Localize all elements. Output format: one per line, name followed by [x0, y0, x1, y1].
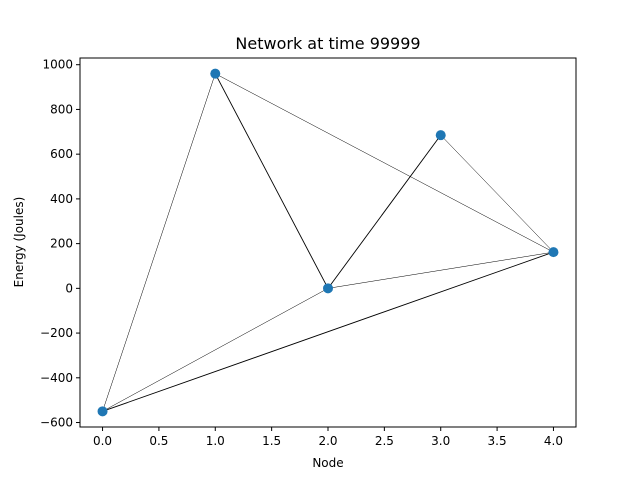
edge-1-2	[214, 73, 329, 289]
nodes-layer	[97, 68, 559, 417]
edge-0-2	[102, 288, 329, 412]
edge-3-4	[440, 134, 554, 253]
x-tick-label: 2.0	[318, 434, 337, 448]
x-tick-label: 3.0	[431, 434, 450, 448]
edge-1-4	[215, 73, 554, 253]
x-tick-label: 4.0	[544, 434, 563, 448]
y-tick-label: −400	[40, 371, 73, 385]
x-tick-label: 0.5	[149, 434, 168, 448]
edges-layer	[102, 73, 554, 412]
y-axis-ticks: −600 −400 −200 0 200 400 600 800 1000	[40, 58, 80, 430]
edge-0-4	[102, 251, 554, 412]
x-axis-ticks: 0.0 0.5 1.0 1.5 2.0 2.5 3.0 3.5 4.0	[93, 427, 563, 448]
node-point-2	[323, 283, 333, 294]
y-axis-label: Energy (Joules)	[12, 197, 26, 288]
x-axis-label: Node	[312, 456, 343, 470]
y-tick-label: 1000	[42, 58, 73, 72]
edge-2-4	[327, 251, 554, 289]
y-tick-label: −600	[40, 416, 73, 430]
y-tick-label: 600	[50, 147, 73, 161]
y-tick-label: 400	[50, 192, 73, 206]
edge-0-1	[102, 73, 216, 412]
edge-2-3	[327, 134, 442, 289]
x-tick-label: 2.5	[375, 434, 394, 448]
chart-title: Network at time 99999	[235, 34, 420, 53]
y-tick-label: −200	[40, 326, 73, 340]
y-tick-label: 200	[50, 237, 73, 251]
x-tick-label: 0.0	[93, 434, 112, 448]
x-tick-label: 3.5	[488, 434, 507, 448]
x-tick-label: 1.0	[206, 434, 225, 448]
node-point-4	[548, 247, 559, 258]
node-point-3	[435, 130, 446, 141]
y-tick-label: 0	[65, 281, 73, 295]
node-point-0	[97, 406, 108, 417]
node-point-1	[210, 68, 221, 79]
x-tick-label: 1.5	[262, 434, 281, 448]
y-tick-label: 800	[50, 102, 73, 116]
